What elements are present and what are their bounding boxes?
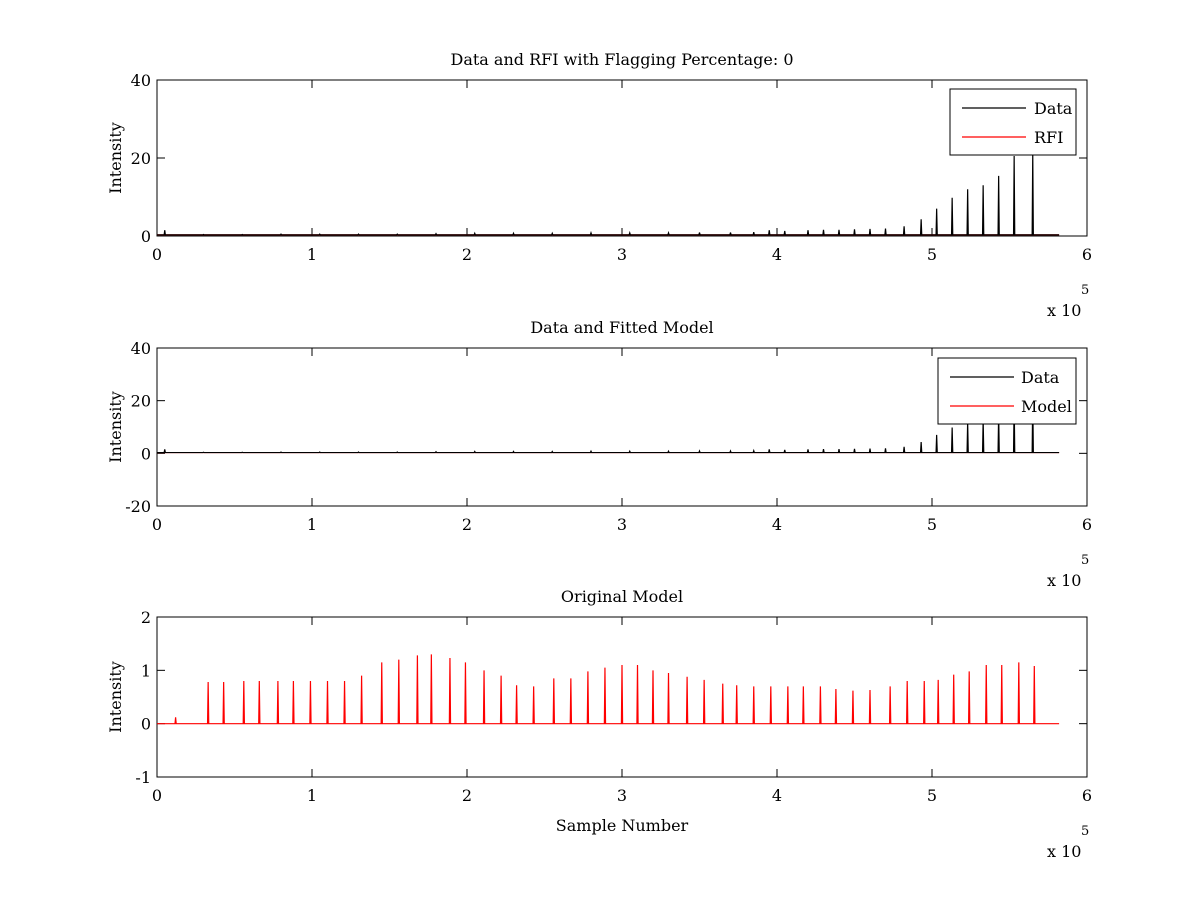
axes-box	[156, 79, 1088, 237]
x-multiplier-exponent: 5	[1081, 283, 1089, 298]
legend-label-data: Data	[1021, 368, 1060, 387]
x-tick-label: 2	[462, 786, 472, 805]
x-tick-label: 0	[152, 245, 162, 264]
legend: Data Model	[937, 357, 1077, 425]
y-axis-label: Intensity	[106, 661, 125, 733]
x-tick-label: 2	[462, 245, 472, 264]
y-tick-label: 0	[141, 227, 151, 246]
y-axis-label: Intensity	[106, 122, 125, 194]
series-line-data	[157, 152, 1060, 236]
legend-label-model: Model	[1021, 397, 1072, 416]
y-axis-label: Intensity	[106, 391, 125, 463]
x-tick-label: 6	[1082, 515, 1092, 534]
x-axis-label: Sample Number	[556, 816, 689, 835]
axes-box	[156, 347, 1088, 507]
y-tick-label: 0	[141, 444, 151, 463]
y-tick-label: 1	[141, 661, 151, 680]
x-tick-label: 2	[462, 515, 472, 534]
x-tick-label: 3	[617, 786, 627, 805]
x-tick-label: 1	[307, 245, 317, 264]
x-tick-label: 1	[307, 515, 317, 534]
x-tick-label: 3	[617, 245, 627, 264]
x-multiplier-label: x 10	[1047, 842, 1081, 861]
subplot-1: 0 1 2 3 4 5 6 0 20 40 Data and RFI with Flagging P…	[106, 50, 1092, 320]
legend-label-rfi: RFI	[1034, 128, 1063, 147]
x-multiplier-label: x 10	[1047, 571, 1081, 590]
x-tick-label: 5	[927, 245, 937, 264]
legend: Data RFI	[949, 88, 1077, 156]
x-tick-label: 4	[772, 786, 782, 805]
chart-title: Original Model	[561, 587, 683, 606]
y-tick-label: 20	[131, 149, 151, 168]
x-tick-label: 4	[772, 245, 782, 264]
y-tick-label: 40	[131, 71, 151, 90]
chart-title: Data and RFI with Flagging Percentage: 0	[450, 50, 793, 69]
chart-title: Data and Fitted Model	[530, 318, 713, 337]
legend-label-data: Data	[1034, 99, 1073, 118]
legend-box	[937, 357, 1077, 425]
series-line-data	[157, 396, 1060, 454]
series-line-model	[157, 654, 1060, 725]
x-multiplier-exponent: 5	[1081, 824, 1089, 839]
y-tick-label: 2	[141, 608, 151, 627]
x-tick-label: 6	[1082, 786, 1092, 805]
x-tick-label: 3	[617, 515, 627, 534]
x-multiplier-label: x 10	[1047, 301, 1081, 320]
x-multiplier-exponent: 5	[1081, 553, 1089, 568]
x-tick-label: 6	[1082, 245, 1092, 264]
x-tick-label: 0	[152, 786, 162, 805]
y-tick-label: -1	[135, 768, 151, 787]
x-tick-label: 0	[152, 515, 162, 534]
y-tick-label: 20	[131, 392, 151, 411]
x-tick-label: 1	[307, 786, 317, 805]
y-tick-label: 0	[141, 715, 151, 734]
legend-box	[949, 88, 1077, 156]
y-tick-label: -20	[125, 497, 151, 516]
x-tick-label: 5	[927, 786, 937, 805]
x-tick-label: 4	[772, 515, 782, 534]
y-tick-label: 40	[131, 339, 151, 358]
x-tick-label: 5	[927, 515, 937, 534]
